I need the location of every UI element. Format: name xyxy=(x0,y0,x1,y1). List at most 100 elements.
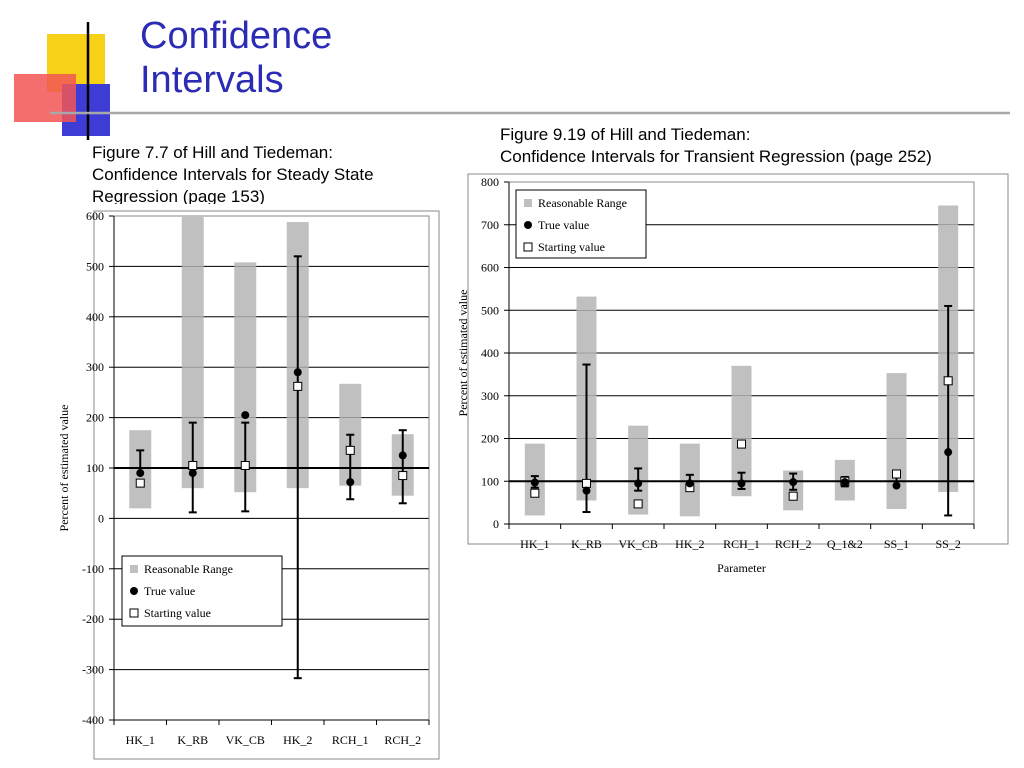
x-tick-label: RCH_1 xyxy=(723,537,760,551)
legend-label: Reasonable Range xyxy=(144,562,233,576)
x-tick-label: VK_CB xyxy=(226,733,265,747)
y-tick-label: -200 xyxy=(82,612,104,626)
starting-value-point xyxy=(293,381,303,391)
true-value-point xyxy=(136,469,145,478)
legend-swatch-range xyxy=(524,199,532,207)
y-tick-label: 500 xyxy=(86,259,104,273)
starting-value-point xyxy=(135,478,145,488)
true-value-point xyxy=(530,478,539,487)
starting-value-point xyxy=(398,471,408,481)
legend-swatch-true xyxy=(524,221,532,229)
x-tick-label: SS_2 xyxy=(935,537,960,551)
legend-swatch-start xyxy=(129,608,139,618)
y-tick-label: 600 xyxy=(86,209,104,223)
y-tick-label: 300 xyxy=(86,360,104,374)
y-tick-label: 300 xyxy=(481,389,499,403)
true-value-point xyxy=(241,411,250,420)
slide-title: Confidence Intervals xyxy=(140,14,332,102)
y-tick-label: 400 xyxy=(481,346,499,360)
y-tick-label: 0 xyxy=(493,517,499,531)
y-tick-label: 600 xyxy=(481,261,499,275)
x-tick-label: RCH_1 xyxy=(332,733,369,747)
legend-label: Starting value xyxy=(538,240,605,254)
deco-red-square xyxy=(14,74,76,122)
caption-left-line-3: Regression (page 153) xyxy=(92,187,265,204)
caption-left: Figure 7.7 of Hill and Tiedeman: Confide… xyxy=(92,142,374,204)
starting-value-point xyxy=(530,488,540,498)
true-value-point xyxy=(685,479,694,488)
range-bar xyxy=(181,216,204,489)
true-value-point xyxy=(737,479,746,488)
chart-transient: 800 700 600 500 400 300 200 100 0 HK_1 K_RB VK_CB HK… xyxy=(456,173,1009,575)
y-tick-label: 0 xyxy=(98,511,104,525)
starting-value-point xyxy=(943,376,953,386)
starting-value-point xyxy=(737,439,746,449)
true-value-point xyxy=(293,368,302,377)
slide-title-line-1: Confidence xyxy=(140,15,333,57)
y-tick-label: 700 xyxy=(481,218,499,232)
x-tick-label: HK_2 xyxy=(283,733,312,747)
decorative-corner-graphic xyxy=(14,22,1010,140)
starting-value-point xyxy=(345,445,355,455)
x-tick-label: Q_1&2 xyxy=(827,537,863,551)
caption-left-line-2: Confidence Intervals for Steady State xyxy=(92,165,374,184)
x-tick-label: HK_1 xyxy=(126,733,155,747)
x-tick-label: SS_1 xyxy=(884,537,909,551)
caption-left-line-1: Figure 7.7 of Hill and Tiedeman: xyxy=(92,143,333,162)
starting-value-point xyxy=(633,499,643,509)
true-value-point xyxy=(840,478,849,487)
true-value-point xyxy=(398,451,407,460)
y-tick-label: 100 xyxy=(86,461,104,475)
legend-label: Starting value xyxy=(144,606,211,620)
true-value-point xyxy=(789,478,798,487)
legend-swatch-start xyxy=(523,242,533,252)
legend-swatch-true xyxy=(130,587,138,595)
y-tick-label: 500 xyxy=(481,303,499,317)
y-tick-label: 400 xyxy=(86,310,104,324)
range-bar xyxy=(886,373,907,510)
range-bar xyxy=(731,365,752,497)
true-value-point xyxy=(582,486,591,495)
legend-box xyxy=(121,555,283,627)
caption-right-line-2: Confidence Intervals for Transient Regre… xyxy=(500,147,932,166)
x-axis-label: Parameter xyxy=(717,561,766,575)
x-tick-label: VK_CB xyxy=(618,537,657,551)
y-tick-label: -100 xyxy=(82,562,104,576)
true-value-point xyxy=(944,448,953,457)
legend-label: Reasonable Range xyxy=(538,196,627,210)
starting-value-point xyxy=(788,491,798,501)
starting-value-point xyxy=(892,469,901,479)
legend-box xyxy=(515,189,647,259)
y-tick-label: 200 xyxy=(481,432,499,446)
true-value-point xyxy=(892,481,901,490)
y-tick-label: 200 xyxy=(86,411,104,425)
chart-steady-state: 600 500 400 300 200 100 0 -100 -200 -300 -400 HK_1 K… xyxy=(57,209,440,760)
x-tick-label: RCH_2 xyxy=(775,537,812,551)
legend: Reasonable Range True value Starting value xyxy=(121,555,283,627)
y-tick-label: 100 xyxy=(481,474,499,488)
chart-frame xyxy=(93,210,440,760)
range-bar xyxy=(234,262,257,493)
legend-swatch-range xyxy=(130,565,138,573)
y-tick-label: -400 xyxy=(82,713,104,727)
true-value-point xyxy=(634,479,643,488)
starting-value-point xyxy=(240,460,250,470)
x-tick-label: HK_1 xyxy=(520,537,549,551)
legend-label: True value xyxy=(144,584,195,598)
caption-right-line-1: Figure 9.19 of Hill and Tiedeman: xyxy=(500,125,751,144)
x-tick-label: RCH_2 xyxy=(384,733,421,747)
y-axis-label: Percent of estimated value xyxy=(456,290,470,417)
x-tick-label: K_RB xyxy=(177,733,208,747)
starting-value-point xyxy=(188,460,198,470)
slide-title-line-2: Intervals xyxy=(140,59,284,101)
y-tick-label: 800 xyxy=(481,175,499,189)
y-axis-label: Percent of estimated value xyxy=(57,405,71,532)
caption-right: Figure 9.19 of Hill and Tiedeman: Confid… xyxy=(500,124,932,168)
true-value-point xyxy=(346,478,355,487)
legend: Reasonable Range True value Starting value xyxy=(515,189,647,259)
starting-value-point xyxy=(582,478,591,488)
y-tick-label: -300 xyxy=(82,663,104,677)
x-tick-label: K_RB xyxy=(571,537,602,551)
true-value-point xyxy=(188,469,197,478)
